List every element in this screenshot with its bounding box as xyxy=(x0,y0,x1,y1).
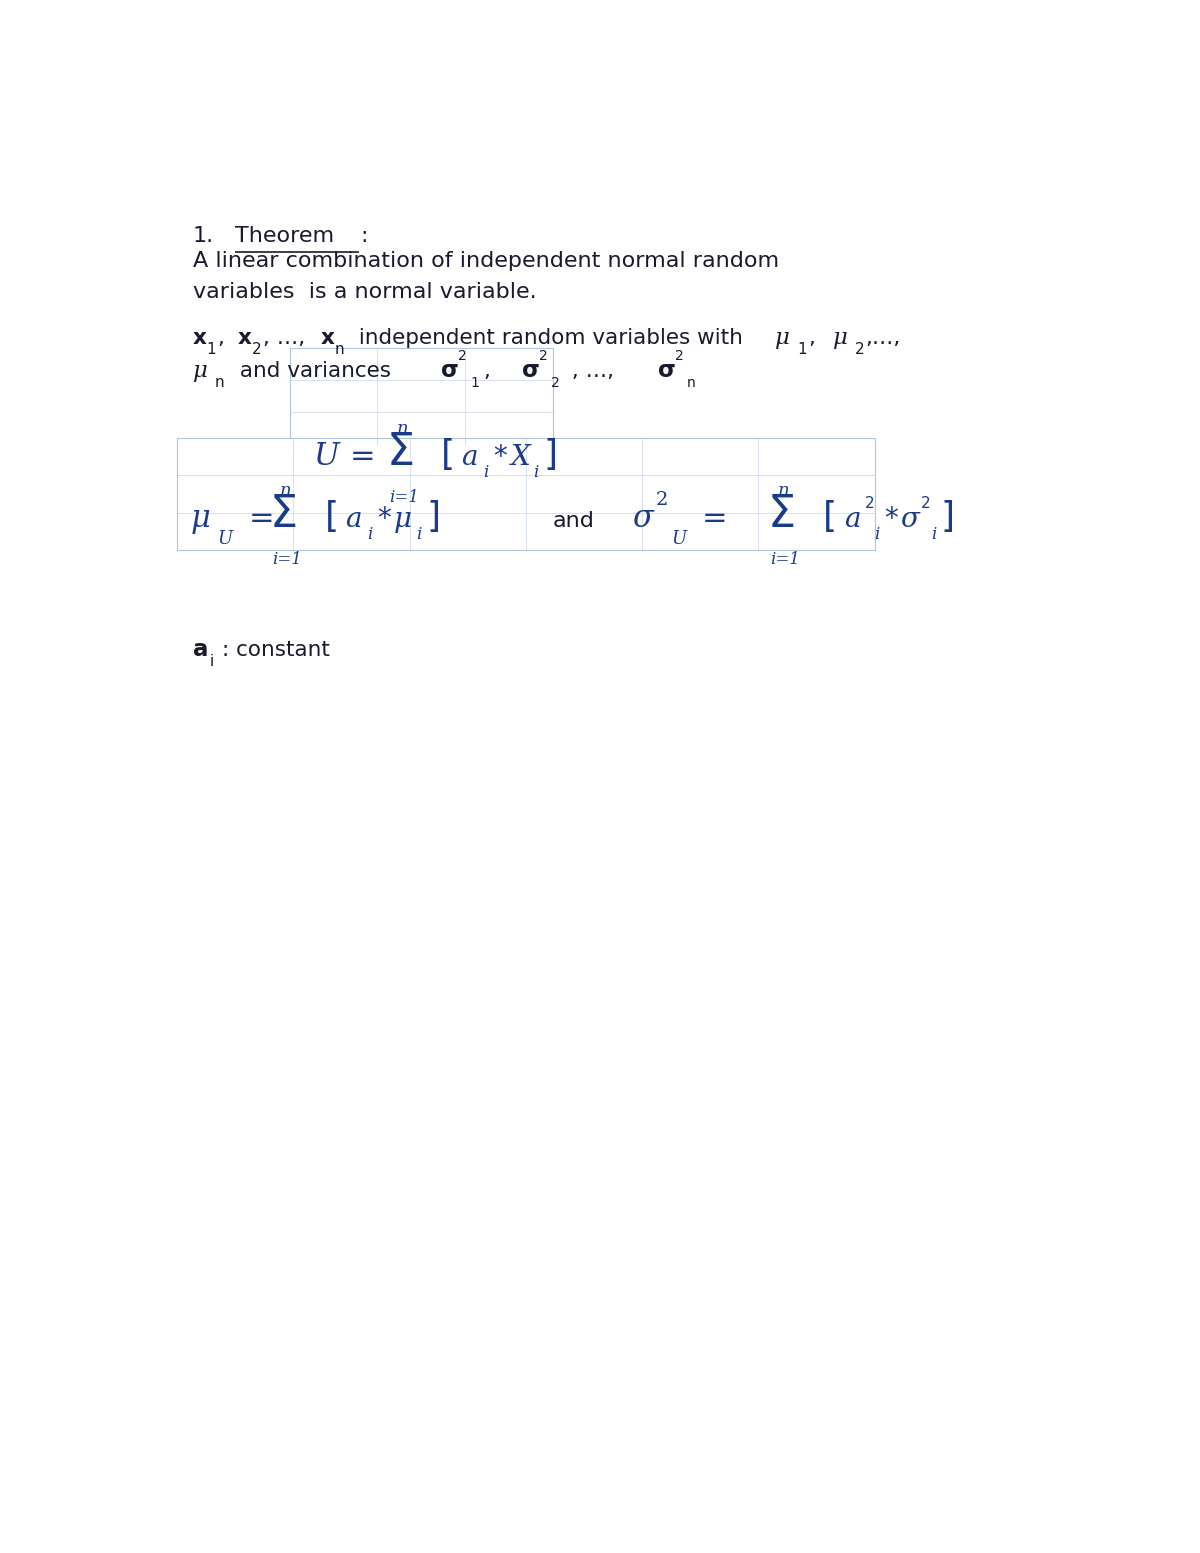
Text: [: [ xyxy=(440,438,455,472)
Text: i=1: i=1 xyxy=(770,551,800,568)
Text: and variances: and variances xyxy=(233,362,391,382)
Text: and: and xyxy=(553,511,595,531)
Text: n: n xyxy=(688,376,696,390)
Text: [: [ xyxy=(823,500,836,534)
Text: Σ: Σ xyxy=(270,492,299,536)
Text: x: x xyxy=(238,328,252,348)
Text: i=1: i=1 xyxy=(272,551,302,568)
Text: 2: 2 xyxy=(457,349,467,363)
Text: n: n xyxy=(215,376,224,390)
Text: Σ: Σ xyxy=(386,432,414,474)
Text: n: n xyxy=(396,421,408,438)
Text: σ: σ xyxy=(440,359,458,382)
Bar xyxy=(289,348,553,444)
Text: i: i xyxy=(210,654,214,669)
Text: μ: μ xyxy=(191,503,210,534)
Text: i=1: i=1 xyxy=(389,489,419,506)
Text: =: = xyxy=(248,503,274,533)
Text: *: * xyxy=(377,505,391,533)
Text: 2: 2 xyxy=(539,349,547,363)
Text: n: n xyxy=(335,342,344,357)
Text: , …,: , …, xyxy=(565,362,613,382)
Text: U: U xyxy=(313,441,338,472)
Text: ,: , xyxy=(809,328,822,348)
Text: 2: 2 xyxy=(674,349,684,363)
Text: i: i xyxy=(534,464,539,481)
Text: 2: 2 xyxy=(252,342,262,357)
Text: ]: ] xyxy=(427,500,440,534)
Text: variables  is a normal variable.: variables is a normal variable. xyxy=(193,283,536,301)
Text: U: U xyxy=(217,530,233,548)
Text: , …,: , …, xyxy=(263,328,319,348)
Bar xyxy=(178,438,875,550)
Text: Σ: Σ xyxy=(768,492,796,536)
Text: n: n xyxy=(778,481,790,500)
Text: σ: σ xyxy=(522,359,540,382)
Text: [: [ xyxy=(324,500,338,534)
Text: i: i xyxy=(367,526,372,544)
Text: : constant: : constant xyxy=(222,640,330,660)
Text: *: * xyxy=(884,505,899,533)
Text: 1.: 1. xyxy=(193,225,214,245)
Text: ,: , xyxy=(218,328,239,348)
Text: *: * xyxy=(493,443,508,471)
Text: X: X xyxy=(510,444,530,471)
Text: ,…,: ,…, xyxy=(865,328,900,348)
Text: =: = xyxy=(350,443,376,471)
Text: 1: 1 xyxy=(206,342,216,357)
Text: a: a xyxy=(844,506,860,533)
Text: i: i xyxy=(875,526,880,544)
Text: μ: μ xyxy=(193,360,208,382)
Text: 1: 1 xyxy=(470,376,479,390)
Text: σ: σ xyxy=(658,359,676,382)
Text: 2: 2 xyxy=(552,376,560,390)
Text: a: a xyxy=(346,506,362,533)
Text: 2: 2 xyxy=(655,491,667,509)
Text: =: = xyxy=(702,503,727,533)
Text: independent random variables with: independent random variables with xyxy=(352,328,749,348)
Text: Theorem: Theorem xyxy=(235,225,335,245)
Text: :: : xyxy=(361,225,368,245)
Text: μ: μ xyxy=(775,328,791,349)
Text: a: a xyxy=(193,638,208,662)
Text: ,: , xyxy=(484,362,490,382)
Text: U: U xyxy=(671,530,686,548)
Text: ]: ] xyxy=(544,438,558,472)
Text: σ: σ xyxy=(632,503,653,534)
Text: x: x xyxy=(320,328,335,348)
Text: ]: ] xyxy=(941,500,955,534)
Text: σ: σ xyxy=(900,506,919,533)
Text: 2: 2 xyxy=(864,497,874,511)
Text: μ: μ xyxy=(833,328,847,349)
Text: n: n xyxy=(281,481,292,500)
Text: i: i xyxy=(931,526,936,544)
Text: 1: 1 xyxy=(797,342,806,357)
Text: 2: 2 xyxy=(922,497,931,511)
Text: A linear combination of independent normal random: A linear combination of independent norm… xyxy=(193,252,779,272)
Text: 2: 2 xyxy=(854,342,864,357)
Text: μ: μ xyxy=(394,506,412,533)
Text: i: i xyxy=(416,526,422,544)
Text: x: x xyxy=(193,328,206,348)
Text: a: a xyxy=(462,444,478,471)
Text: i: i xyxy=(484,464,488,481)
